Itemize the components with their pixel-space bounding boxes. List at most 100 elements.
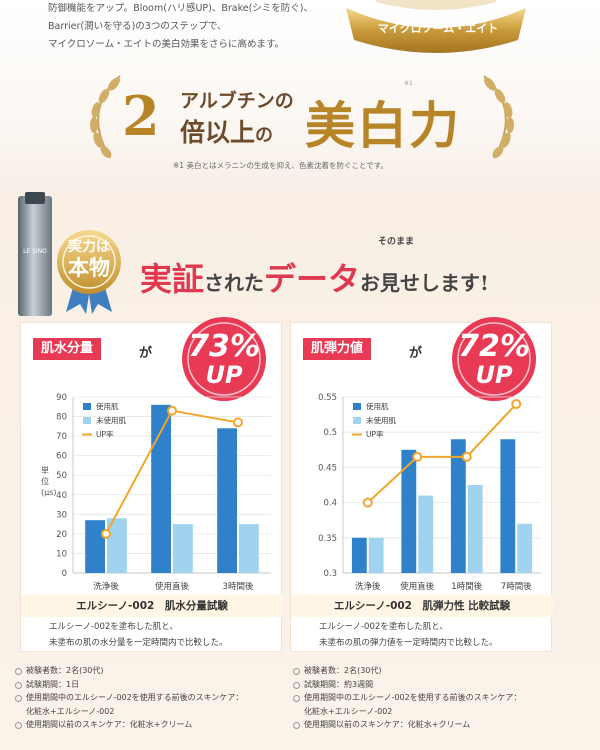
- moisture-chart: 0 10 20 30 40 50 60 70 80 90 単位 (μs) 洗浄後 使用直後 3時間後 使用肌未…: [41, 393, 271, 592]
- bar-unused: [107, 518, 127, 573]
- y-tick-label: 40: [56, 491, 67, 501]
- legend-label: UP率: [366, 429, 384, 439]
- card-caption: 肌水分量: [33, 338, 102, 360]
- headline-mid: 倍以上の: [180, 113, 273, 149]
- condition-item: 試験期間：約3週間: [292, 678, 562, 692]
- bar-unused: [467, 485, 483, 573]
- gold-ribbon-icon: [346, 0, 526, 53]
- percent-burst: 73% UP: [169, 313, 279, 403]
- y-axis-label-part: (μs): [41, 488, 57, 497]
- top-band: 防御機能をアップ。Bloom(ハリ感UP)、Brake(シミを防ぐ)、 Barr…: [0, 0, 600, 190]
- badge-line2: 本物: [68, 256, 110, 280]
- product-bottle: [18, 196, 52, 316]
- uprate-point: [233, 417, 243, 428]
- bar-unused: [368, 537, 384, 573]
- condition-item: 被験者数：2名(30代): [14, 664, 284, 678]
- emblem-label: マイクロソーム・エイト: [377, 22, 499, 35]
- burst-icon: [452, 317, 536, 401]
- headline-particle: の: [255, 125, 274, 146]
- intro-text: 防御機能をアップ。Bloom(ハリ感UP)、Brake(シミを防ぐ)、 Barr…: [48, 0, 348, 54]
- condition-item: 使用期間中のエルシーノ-002を使用する前後のスキンケア：: [14, 691, 284, 705]
- y-tick-label: 0: [62, 569, 67, 579]
- y-tick-label: 0.4: [323, 499, 337, 509]
- x-tick-label: 洗浄後: [93, 581, 119, 592]
- card-particle: が: [409, 346, 423, 361]
- conditions-right: 被験者数：2名(30代) 試験期間：約3週間 使用期間中のエルシーノ-002を使…: [292, 664, 562, 732]
- bar-used: [500, 439, 516, 573]
- uprate-point: [167, 405, 177, 416]
- intro-line: マイクロソーム・エイトの美白効果をさらに高めます。: [48, 39, 285, 50]
- headline-big: 美白力: [305, 96, 461, 155]
- product-bottle-cap: [25, 192, 45, 204]
- headline-footnote: ※1 美白とはメラニンの生成を抑え、色素沈着を防ぐことです。: [173, 161, 388, 170]
- x-tick-label: 洗浄後: [355, 581, 381, 592]
- test-desc-line: エルシーノ-002を塗布した肌と、: [319, 622, 448, 632]
- uprate-point: [461, 451, 472, 462]
- legend-label: 未使用肌: [366, 415, 396, 425]
- conditions-left: 被験者数：2名(30代) 試験期間：1日 使用期間中のエルシーノ-002を使用す…: [14, 664, 284, 732]
- bar-used: [351, 537, 367, 573]
- x-tick-label: 7時間後: [501, 581, 532, 592]
- percent-burst: 72% UP: [439, 313, 549, 403]
- condition-cont: 化粧水+エルシーノ-002: [304, 706, 393, 716]
- uprate-point: [412, 451, 423, 462]
- headline-number: 2: [122, 84, 160, 148]
- bar-used: [401, 449, 417, 573]
- legend-label: 未使用肌: [96, 415, 126, 425]
- legend-label: 使用肌: [366, 401, 389, 411]
- intro-line: Barrier(潤いを守る)の3つのステップで、: [48, 21, 227, 32]
- y-tick-label: 0.3: [323, 569, 337, 579]
- uprate-line: [367, 403, 517, 504]
- card-caption: 肌弾力値: [303, 338, 372, 360]
- test-name: エルシーノ-002 肌弾力性 比較試験: [291, 595, 553, 617]
- legend-swatch: [83, 403, 91, 410]
- legend-swatch: [83, 417, 91, 424]
- proof-tag: そのまま: [378, 237, 415, 247]
- bar-unused: [173, 524, 193, 573]
- condition-item: 試験期間：1日: [14, 678, 284, 692]
- test-desc-line: 未塗布の肌の水分量を一定時間内で比較した。: [49, 638, 228, 648]
- bar-unused: [239, 524, 259, 573]
- elasticity-chart: 0.3 0.35 0.4 0.45 0.5 0.55 洗浄後 使用直後 1時間後 7時間後 使用肌未…: [318, 393, 541, 592]
- x-tick-label: 使用直後: [155, 581, 190, 592]
- uprate-point: [362, 497, 373, 508]
- burst-icon: [182, 317, 266, 401]
- medal-badge-icon: [57, 230, 121, 314]
- x-tick-label: 使用直後: [400, 581, 435, 592]
- y-axis-label: 単位 (μs): [41, 465, 57, 497]
- elasticity-card: 肌弾力値 が 72% UP 0.3 0.35 0.4 0.45 0.5 0.55 洗浄後 使用…: [290, 317, 553, 652]
- test-desc-line: エルシーノ-002を塗布した肌と、: [49, 622, 178, 632]
- percent-up: UP: [475, 361, 513, 389]
- condition-item: 使用期間以前のスキンケア：化粧水+クリーム: [14, 718, 284, 732]
- legend-swatch: [353, 417, 361, 424]
- y-tick-label: 50: [56, 471, 67, 481]
- y-tick-label: 0.35: [318, 534, 337, 544]
- uprate-point: [511, 399, 522, 410]
- condition-item: 使用期間中のエルシーノ-002を使用する前後のスキンケア：: [292, 691, 562, 705]
- proof-title-d: お見せします!: [360, 271, 489, 295]
- y-axis-label-part: 単: [41, 465, 49, 475]
- product-bottle-label: LE SINO: [23, 248, 47, 255]
- uprate-point: [101, 528, 111, 539]
- test-name: エルシーノ-002 肌水分量試験: [21, 595, 283, 617]
- proof-title: 実証されたデータお見せします!: [140, 254, 489, 300]
- headline-mark: ※1: [404, 80, 413, 87]
- x-tick-label: 3時間後: [223, 581, 254, 592]
- bar-unused: [418, 495, 434, 573]
- headline-pre: アルブチンの: [180, 90, 294, 112]
- bar-used: [217, 428, 237, 573]
- laurel-right-icon: [483, 75, 514, 159]
- y-tick-label: 70: [56, 432, 67, 442]
- y-axis-label-part: 位: [41, 476, 49, 486]
- proof-title-b: された: [204, 271, 265, 295]
- bar-used: [450, 439, 466, 573]
- y-tick-label: 60: [56, 452, 67, 462]
- percent-value: 72%: [458, 329, 530, 364]
- card-particle: が: [139, 346, 153, 361]
- y-tick-label: 30: [56, 510, 67, 520]
- test-desc-line: 未塗布の肌の弾力値を一定時間内で比較した。: [319, 638, 498, 648]
- percent-up: UP: [205, 361, 243, 389]
- headline-mid-text: 倍以上: [180, 118, 256, 147]
- condition-item: 被験者数：2名(30代): [292, 664, 562, 678]
- test-description: エルシーノ-002を塗布した肌と、 未塗布の肌の弾力値を一定時間内で比較した。: [319, 619, 549, 651]
